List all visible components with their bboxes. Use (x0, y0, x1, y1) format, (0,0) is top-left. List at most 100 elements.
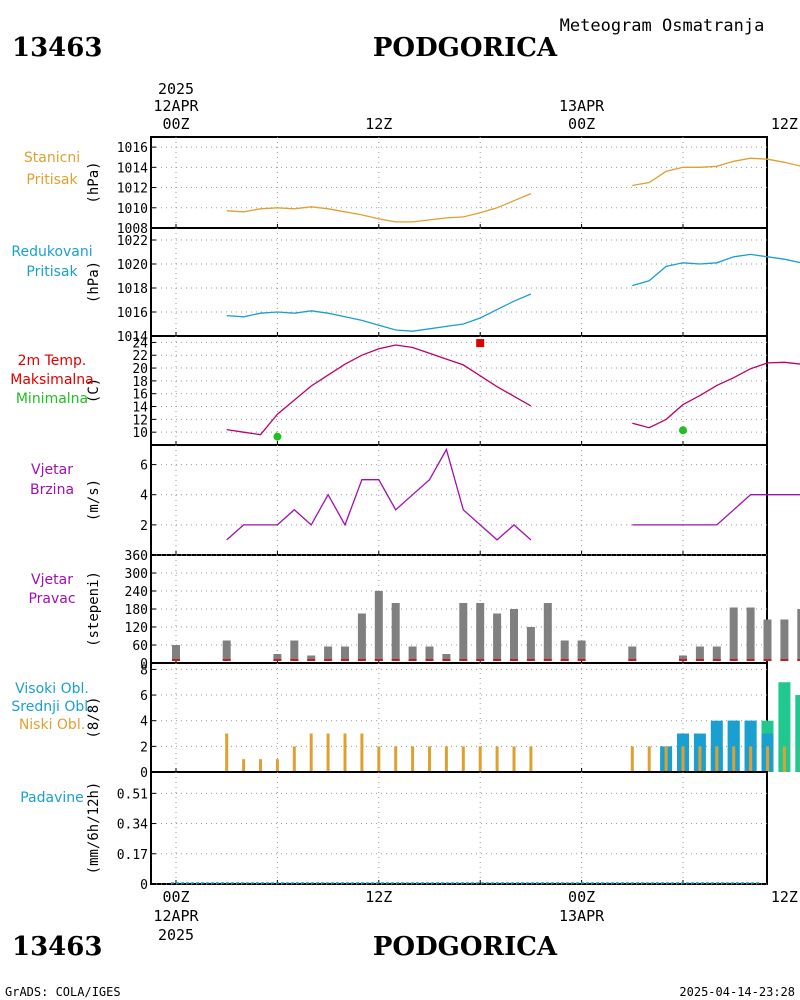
y-tick-label: 180 (125, 603, 148, 618)
y-tick-label: 22 (132, 349, 148, 364)
y-tick-label: 6 (140, 459, 148, 474)
y-tick-label: 1018 (117, 282, 148, 297)
tmin-marker (679, 426, 687, 435)
panel-label: Brzina (30, 482, 74, 498)
y-tick-label: 24 (132, 336, 148, 351)
panel-label: Visoki Obl. (15, 681, 89, 697)
panel-label: Padavine (20, 790, 84, 806)
y-tick-label: 6 (140, 689, 148, 704)
direction-bar (543, 603, 552, 660)
panel-frame (150, 335, 768, 446)
y-tick-label: 0 (140, 657, 148, 672)
low-cloud-bar (292, 746, 296, 772)
panel-frame (150, 227, 768, 337)
time-tick-label-top: 00Z (162, 115, 189, 133)
y-axis-label: (8/8) (86, 696, 102, 738)
time-tick-label-top: 12Z (365, 115, 392, 133)
low-cloud-bar (326, 733, 330, 772)
y-axis-label: (hPa) (86, 161, 102, 203)
y-tick-label: 16 (132, 388, 148, 403)
direction-bar (307, 655, 316, 660)
panel-station_pressure: 1016 1014 1012 1010 1008 (hPa) Stanicni Pritisa… (24, 136, 800, 237)
y-axis-label: (m/s) (86, 479, 102, 521)
direction-bar (729, 607, 738, 660)
low-cloud-bar (630, 746, 634, 772)
low-cloud-bar (495, 746, 499, 772)
low-cloud-bar (766, 746, 769, 772)
direction-bar (679, 655, 687, 660)
high-cloud-bar (744, 720, 757, 772)
timestamp: 2025-04-14-23:28 (679, 985, 795, 999)
low-cloud-bar (647, 746, 651, 772)
direction-bar (408, 646, 417, 660)
low-cloud-bar (411, 746, 415, 772)
y-tick-label: 1016 (117, 141, 148, 156)
direction-bar (746, 607, 755, 660)
series-line (632, 253, 800, 287)
panel-label: Niski Obl. (19, 717, 85, 733)
low-cloud-bar (343, 733, 347, 772)
panel-label: Minimalna (16, 391, 88, 407)
y-tick-label: 4 (140, 489, 148, 504)
station-name: PODGORICA (373, 33, 558, 63)
low-cloud-bar (242, 759, 246, 772)
y-tick-label: 1014 (117, 161, 148, 176)
direction-bar (510, 609, 518, 660)
chart-subtitle: Meteogram Osmatranja (560, 16, 765, 36)
credit-text: GrADS: COLA/IGES (5, 985, 121, 999)
direction-bar (560, 640, 569, 660)
low-cloud-bar (732, 746, 736, 772)
y-tick-label: 0 (140, 766, 148, 781)
series-line (226, 193, 532, 223)
y-tick-label: 0.51 (117, 787, 148, 802)
series-line (226, 293, 532, 332)
y-tick-label: 60 (132, 639, 148, 654)
y-tick-label: 1022 (117, 234, 148, 249)
y-tick-label: 360 (125, 549, 148, 564)
y-tick-label: 1016 (117, 306, 148, 321)
low-cloud-bar (428, 746, 431, 772)
panel-precipitation: 0.51 0.34 0.17 0 (mm/6h/12h)Padavine (20, 771, 768, 893)
panel-wind_direction: 360 300 240 180 120 60 0 (stepeni) Vjetar Pravac (28, 549, 800, 672)
direction-bar (222, 640, 231, 660)
high-cloud-bar (710, 720, 723, 772)
y-tick-label: 0.34 (117, 818, 148, 833)
low-cloud-bar (394, 746, 398, 772)
y-tick-label: 0.17 (117, 848, 148, 863)
y-axis-label: (C) (86, 378, 102, 403)
series-line (632, 157, 800, 187)
low-cloud-bar (444, 746, 448, 772)
direction-bar (712, 646, 721, 660)
y-tick-label: 1020 (117, 258, 148, 273)
low-cloud-bar (360, 733, 364, 772)
low-cloud-bar (461, 746, 465, 772)
time-tick-label-bottom: 00Z (162, 888, 189, 906)
time-tick-label-bottom: 12Z (771, 888, 798, 906)
low-cloud-bar (715, 746, 719, 772)
direction-bar (324, 646, 333, 660)
tmin-marker (273, 432, 282, 441)
y-tick-label: 10 (132, 426, 148, 441)
y-tick-label: 2 (140, 519, 148, 534)
station-id: 13463 (12, 33, 102, 63)
panel-frame (150, 444, 768, 556)
y-tick-label: 240 (125, 585, 148, 600)
high-cloud-bar (727, 720, 740, 772)
panel-label: Pritisak (26, 172, 78, 188)
tmax-marker (476, 339, 485, 348)
low-cloud-bar (681, 746, 685, 772)
direction-bar (780, 619, 789, 660)
y-tick-label: 300 (125, 567, 148, 582)
low-cloud-bar (275, 759, 279, 772)
low-cloud-bar (377, 746, 381, 772)
footer-station-id: 13463 (12, 932, 102, 962)
direction-bar (459, 603, 468, 660)
direction-bar (273, 654, 282, 660)
panel-reduced_pressure: 1022 1020 1018 1016 1014 (hPa)Redukovani Priti… (11, 227, 800, 345)
day-label-bottom: 12APR (153, 907, 199, 925)
panel-frame (150, 136, 768, 229)
panel-label: Maksimalna (10, 372, 94, 388)
panel-frame (150, 662, 768, 773)
